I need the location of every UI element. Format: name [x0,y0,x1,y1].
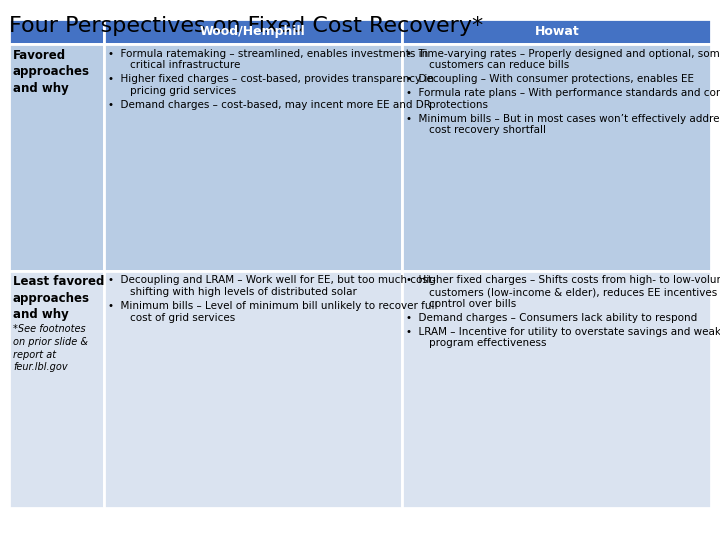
Bar [9,271,104,508]
Text: program effectiveness: program effectiveness [416,338,546,348]
Text: customers (low-income & elder), reduces EE incentives &: customers (low-income & elder), reduces … [416,287,720,297]
Bar [104,271,402,508]
Bar [9,19,104,44]
Text: •  Formula rate plans – With performance standards and consumer: • Formula rate plans – With performance … [407,88,720,98]
Text: *See footnotes
on prior slide &
report at
feur.lbl.gov: *See footnotes on prior slide & report a… [13,324,88,373]
Text: protections: protections [416,100,488,110]
Text: pricing grid services: pricing grid services [117,86,236,96]
Text: critical infrastructure: critical infrastructure [117,60,240,70]
Text: •  Minimum bills – But in most cases won’t effectively address fixed: • Minimum bills – But in most cases won’… [407,114,720,124]
Text: Wood/Hemphill: Wood/Hemphill [200,25,306,38]
Text: shifting with high levels of distributed solar: shifting with high levels of distributed… [117,287,357,297]
Text: control over bills: control over bills [416,299,516,309]
Text: •  Time-varying rates – Properly designed and optional, some: • Time-varying rates – Properly designed… [407,49,720,59]
Text: •  Decoupling and LRAM – Work well for EE, but too much cost-: • Decoupling and LRAM – Work well for EE… [108,275,436,285]
Bar [402,19,711,44]
Bar [9,44,104,271]
Text: •  Minimum bills – Level of minimum bill unlikely to recover full: • Minimum bills – Level of minimum bill … [108,301,437,311]
Text: Favored
approaches
and why: Favored approaches and why [13,49,90,94]
Text: Least favored
approaches
and why: Least favored approaches and why [13,275,104,321]
Text: cost of grid services: cost of grid services [117,313,235,322]
Text: •  Higher fixed charges – Shifts costs from high- to low-volume: • Higher fixed charges – Shifts costs fr… [407,275,720,285]
Text: •  Decoupling – With consumer protections, enables EE: • Decoupling – With consumer protections… [407,74,695,84]
Text: Four Perspectives on Fixed Cost Recovery*: Four Perspectives on Fixed Cost Recovery… [9,16,483,36]
Bar [402,271,711,508]
Bar [104,19,402,44]
Text: •  Higher fixed charges – cost-based, provides transparency in: • Higher fixed charges – cost-based, pro… [108,74,434,84]
Text: Howat: Howat [534,25,579,38]
Text: •  Formula ratemaking – streamlined, enables investments in: • Formula ratemaking – streamlined, enab… [108,49,428,59]
Bar [402,44,711,271]
Text: customers can reduce bills: customers can reduce bills [416,60,569,70]
Text: •  Demand charges – cost-based, may incent more EE and DR: • Demand charges – cost-based, may incen… [108,100,431,110]
Text: cost recovery shortfall: cost recovery shortfall [416,125,546,136]
Text: •  Demand charges – Consumers lack ability to respond: • Demand charges – Consumers lack abilit… [407,313,698,322]
Bar [104,44,402,271]
Text: •  LRAM – Incentive for utility to overstate savings and weaken EE: • LRAM – Incentive for utility to overst… [407,327,720,336]
